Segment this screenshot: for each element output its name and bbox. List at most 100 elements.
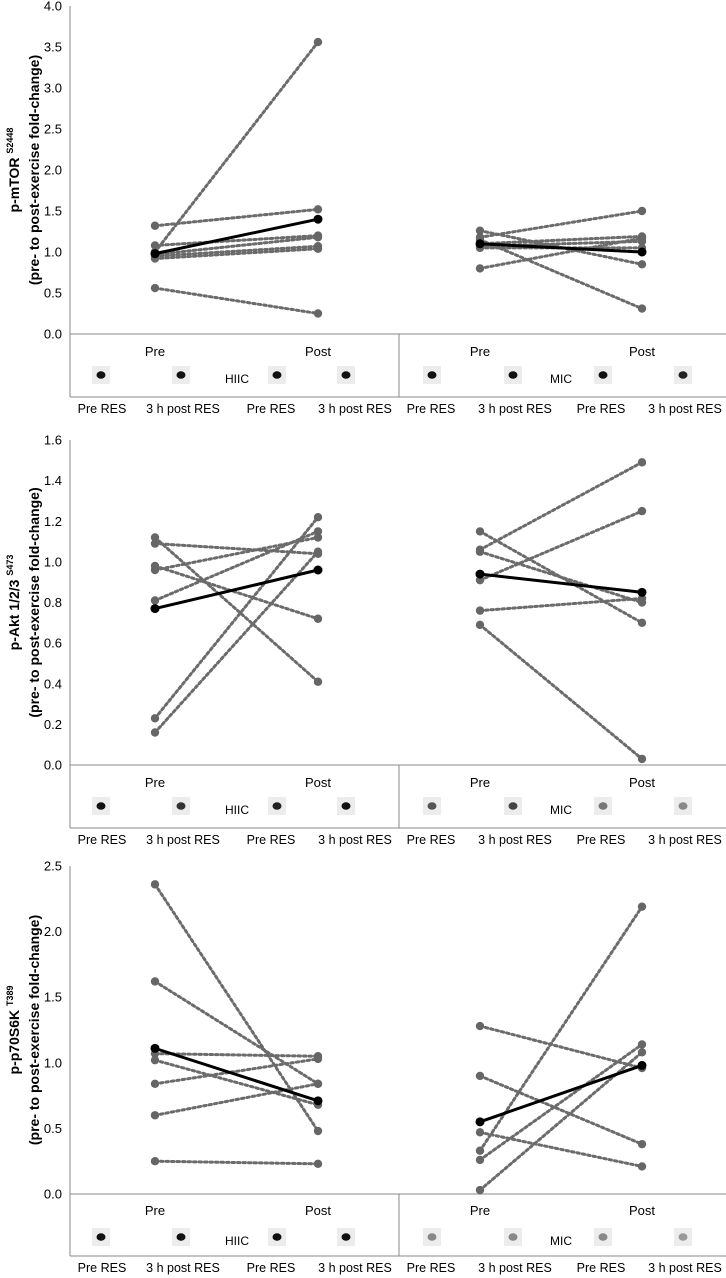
panel-3: 0.0 0.5 1.0 1.5 2.0 2.5 p-p70S6K T389 (pre- to … [5,859,726,1275]
individual-point-post [313,244,323,253]
individual-point-post [637,206,647,216]
individual-point-pre [150,1111,160,1120]
blot-band [337,1228,355,1246]
blot-label: Pre RES [577,1261,626,1275]
blot-band [172,366,190,384]
blot-band [92,797,110,815]
individual-line [478,1074,644,1146]
time-label-pre: Pre [145,1203,165,1218]
individual-line [153,564,320,621]
blot-label: 3 h post RES [318,1261,392,1275]
individual-point-pre [150,1079,160,1088]
individual-point-pre [150,714,160,723]
individual-point-pre [475,527,485,536]
blot-band [504,797,522,815]
individual-point-post [313,527,323,536]
blot-label: 3 h post RES [478,402,552,416]
individual-line [478,238,644,311]
mean-point-pre [475,569,485,579]
individual-point-pre [475,1021,485,1031]
blot-band [423,366,441,384]
individual-point-post [313,512,323,522]
individual-point-post [637,506,647,516]
blot-label: Pre RES [78,833,127,847]
blot-label: Pre RES [247,1261,296,1275]
y-tick-label: 0.4 [44,676,62,691]
individual-line [478,1130,644,1168]
individual-point-post [313,1126,323,1136]
individual-line [478,1042,644,1162]
individual-point-post [637,458,647,467]
y-tick-label: 0.0 [44,327,62,342]
blot-label: Pre RES [78,402,127,416]
mean-line [479,242,643,254]
individual-line [153,1159,320,1166]
y-tick-label: 3.0 [44,81,62,96]
individual-line [153,286,320,315]
individual-line [153,1057,320,1086]
individual-point-post [637,902,647,911]
individual-point-pre [475,264,485,273]
individual-point-post [313,614,323,623]
individual-point-pre [475,1128,485,1137]
individual-line [478,209,644,239]
mean-point-pre [475,239,485,249]
group-hiic [150,880,323,1169]
individual-point-post [313,677,323,686]
condition-label: HIIC [225,803,249,817]
blot-label: Pre RES [247,833,296,847]
mean-point-post [637,1060,647,1070]
y-axis-label: p-Akt 1/2/3 S473 [5,555,22,651]
individual-point-pre [150,1157,160,1166]
individual-line [478,509,644,582]
blot-label: Pre RES [407,402,456,416]
y-tick-label: 1.5 [44,990,62,1005]
condition-label: MIC [550,803,572,817]
individual-point-post [313,1079,323,1088]
individual-point-pre [475,606,485,615]
blot-band [268,366,286,384]
blot-label: Pre RES [407,833,456,847]
individual-point-post [637,598,647,607]
blot-band [594,366,612,384]
blot-label: Pre RES [577,833,626,847]
mean-point-pre [150,249,160,259]
individual-point-post [313,533,323,542]
time-label-post: Post [629,344,655,359]
y-tick-label: 1.2 [44,514,62,529]
blot-band [268,797,286,815]
individual-line [153,40,320,254]
mean-point-pre [475,1117,485,1127]
y-tick-label: 0.0 [44,758,62,773]
individual-point-post [313,1159,323,1169]
group-mic [475,902,647,1195]
individual-point-post [637,1162,647,1171]
individual-point-post [313,205,323,214]
blot-band [594,797,612,815]
y-tick-label: 2.0 [44,163,62,178]
blot-band [674,366,692,384]
y-axis-label: p-p70S6K T389 [5,986,22,1075]
time-label-pre: Pre [470,1203,490,1218]
individual-point-post [637,260,647,269]
individual-point-pre [150,596,160,605]
mean-point-post [313,1096,323,1106]
mean-line [154,568,319,611]
individual-line [153,979,320,1086]
blot-band [172,797,190,815]
blot-band [337,366,355,384]
individual-point-pre [150,533,160,542]
blot-band [674,797,692,815]
y-tick-label: 4.0 [44,0,62,14]
individual-point-post [637,1048,647,1057]
individual-point-post [637,618,647,628]
blot-band [423,797,441,815]
individual-line [153,1052,320,1058]
individual-line [153,247,320,261]
individual-point-post [637,304,647,313]
blot-label: 3 h post RES [318,833,392,847]
individual-point-pre [475,1155,485,1165]
y-tick-label: 0.5 [44,1121,62,1136]
individual-line [478,1024,644,1070]
